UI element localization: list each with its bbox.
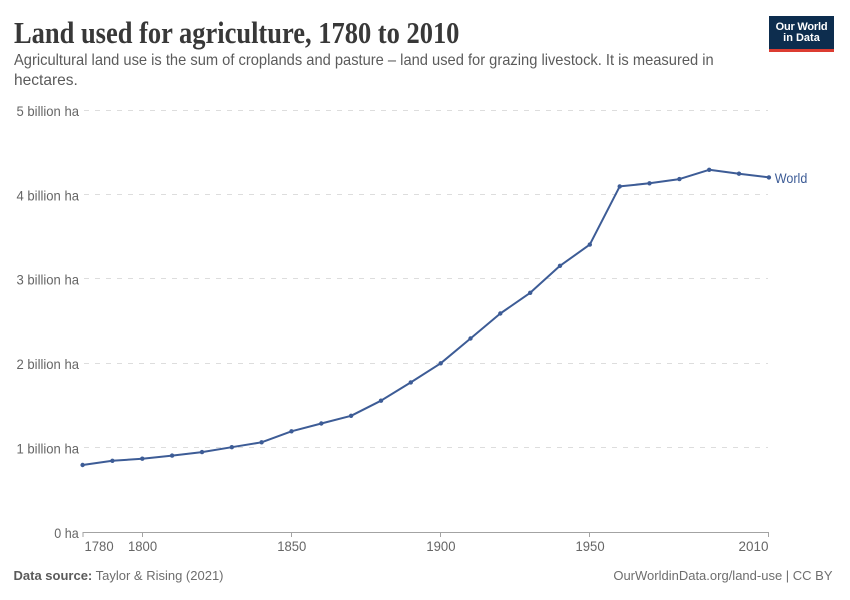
- svg-text:2010: 2010: [739, 539, 769, 554]
- svg-text:1950: 1950: [576, 539, 605, 554]
- svg-text:1850: 1850: [277, 539, 306, 554]
- svg-text:World: World: [775, 171, 808, 186]
- svg-text:0 ha: 0 ha: [54, 525, 79, 541]
- svg-text:1 billion ha: 1 billion ha: [17, 441, 80, 457]
- svg-text:1780: 1780: [85, 539, 114, 554]
- svg-text:3 billion ha: 3 billion ha: [17, 272, 80, 288]
- svg-text:1800: 1800: [128, 539, 157, 554]
- svg-text:4 billion ha: 4 billion ha: [17, 187, 80, 203]
- svg-text:1900: 1900: [426, 539, 455, 554]
- svg-text:5 billion ha: 5 billion ha: [17, 103, 80, 119]
- svg-text:2 billion ha: 2 billion ha: [17, 356, 80, 372]
